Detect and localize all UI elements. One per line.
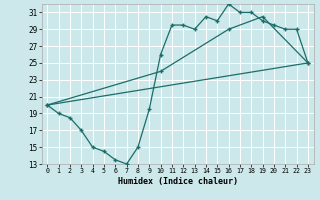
X-axis label: Humidex (Indice chaleur): Humidex (Indice chaleur) (118, 177, 237, 186)
